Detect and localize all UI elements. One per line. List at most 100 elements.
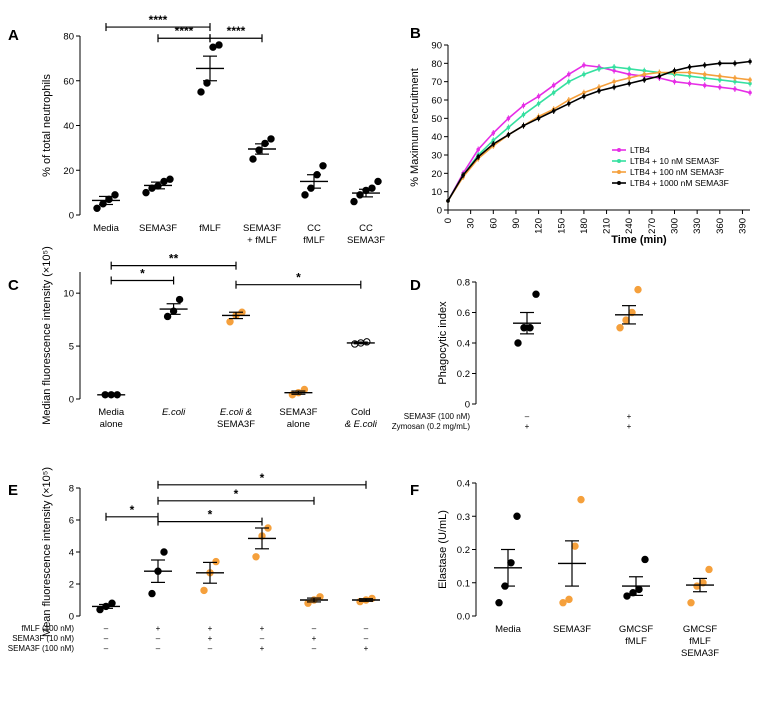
significance-label: * (140, 266, 145, 280)
series-point (567, 79, 571, 84)
y-tick-label: 8 (69, 484, 74, 495)
series-point (551, 90, 556, 95)
condition-value: – (312, 624, 317, 633)
panel-label-e: E (8, 482, 18, 499)
x-tick-label: 150 (556, 218, 567, 234)
data-point (616, 324, 624, 332)
legend-label: LTB4 + 100 nM SEMA3F (630, 167, 724, 177)
data-point (255, 146, 263, 154)
series-point (748, 90, 752, 95)
panel-b: 0 10 20 30 40 50 60 70 80 90 % Maximum recruitment… (409, 41, 752, 246)
data-point (623, 592, 631, 600)
condition-value: – (104, 644, 109, 653)
data-point (513, 512, 521, 520)
significance-label: **** (227, 24, 246, 38)
condition-value: – (156, 644, 161, 653)
series-point (506, 116, 511, 121)
data-point (350, 197, 358, 206)
series-point (521, 103, 526, 108)
condition-label: Zymosan (0.2 mg/mL) (392, 422, 471, 431)
y-tick-label: 40 (63, 121, 74, 132)
condition-value: – (312, 644, 317, 653)
data-point (166, 175, 174, 183)
y-tick-label: 0.4 (457, 339, 470, 350)
data-point (99, 200, 107, 208)
data-point (559, 599, 567, 607)
condition-value: – (260, 634, 265, 643)
y-tick-label: 0.6 (457, 308, 470, 319)
category-label: GMCSF (619, 624, 654, 635)
data-point (687, 599, 695, 607)
series-point (521, 123, 526, 128)
series-point (582, 94, 586, 99)
condition-value: + (627, 412, 632, 421)
series-point (672, 79, 677, 84)
data-point (368, 184, 376, 192)
y-tick-label: 4 (69, 548, 74, 559)
condition-label: SEMA3F (100 nM) (8, 644, 75, 653)
significance-label: * (234, 487, 239, 501)
condition-value: – (364, 624, 369, 633)
x-tick-label: 360 (715, 218, 726, 234)
data-point (565, 595, 573, 604)
category-label: CC (307, 223, 321, 234)
significance-label: * (296, 271, 301, 285)
data-point (693, 582, 701, 590)
series-point (718, 61, 722, 66)
series-point (657, 74, 662, 78)
series-point (612, 65, 616, 69)
series-point (687, 65, 692, 69)
x-tick-label: 300 (670, 218, 681, 234)
y-tick-label: 2 (69, 580, 74, 591)
series-point (657, 70, 662, 75)
y-tick-label: 20 (63, 166, 74, 177)
series-point (536, 94, 541, 99)
y-tick-label: 5 (69, 342, 74, 353)
legend-label: LTB4 (630, 145, 650, 155)
data-point (215, 41, 223, 49)
data-point (300, 385, 309, 394)
data-point (577, 495, 585, 504)
data-point (249, 155, 257, 163)
y-tick-label: 0.2 (457, 545, 470, 556)
category-label: SEMA3F (217, 419, 255, 430)
panel-label-a: A (8, 27, 19, 44)
condition-label: SEMA3F (100 nM) (404, 412, 471, 421)
panel-label-d: D (410, 277, 421, 294)
series-point (582, 90, 586, 95)
series-point (718, 74, 722, 78)
series-point (536, 116, 541, 121)
condition-label: SEMA3F (10 nM) (12, 634, 74, 643)
series-point (582, 72, 586, 77)
category-label: Media (98, 407, 125, 418)
y-tick-label: 0 (69, 211, 74, 222)
y-axis-label: Median fluorescence intensity (×10⁵) (41, 246, 53, 425)
series-point (446, 199, 450, 203)
category-label: SEMA3F (243, 223, 281, 234)
y-tick-label: 10 (431, 187, 442, 198)
panel-a: 0 20 40 60 80 % of total neutrophils Media SEMA… (41, 13, 385, 246)
y-tick-label: 40 (431, 132, 442, 143)
data-point (226, 318, 234, 326)
data-point (495, 599, 503, 607)
y-tick-label: 80 (431, 59, 442, 70)
series-point (567, 98, 571, 102)
condition-value: – (208, 644, 213, 653)
y-tick-label: 60 (431, 96, 442, 107)
data-point (160, 548, 168, 556)
y-axis-label: % of total neutrophils (41, 74, 53, 177)
series-point (582, 63, 586, 67)
condition-value: – (104, 634, 109, 643)
series-point (506, 125, 511, 130)
series-point (491, 142, 496, 146)
series-point (733, 79, 737, 84)
panel-label-f: F (410, 482, 419, 499)
series-point (748, 78, 752, 82)
condition-value: + (156, 624, 161, 633)
series-point (521, 112, 526, 117)
condition-value: + (260, 644, 265, 653)
category-label: E.coli (162, 407, 186, 418)
series-point (733, 76, 737, 80)
x-tick-label: 240 (624, 218, 635, 234)
data-point (319, 162, 327, 170)
